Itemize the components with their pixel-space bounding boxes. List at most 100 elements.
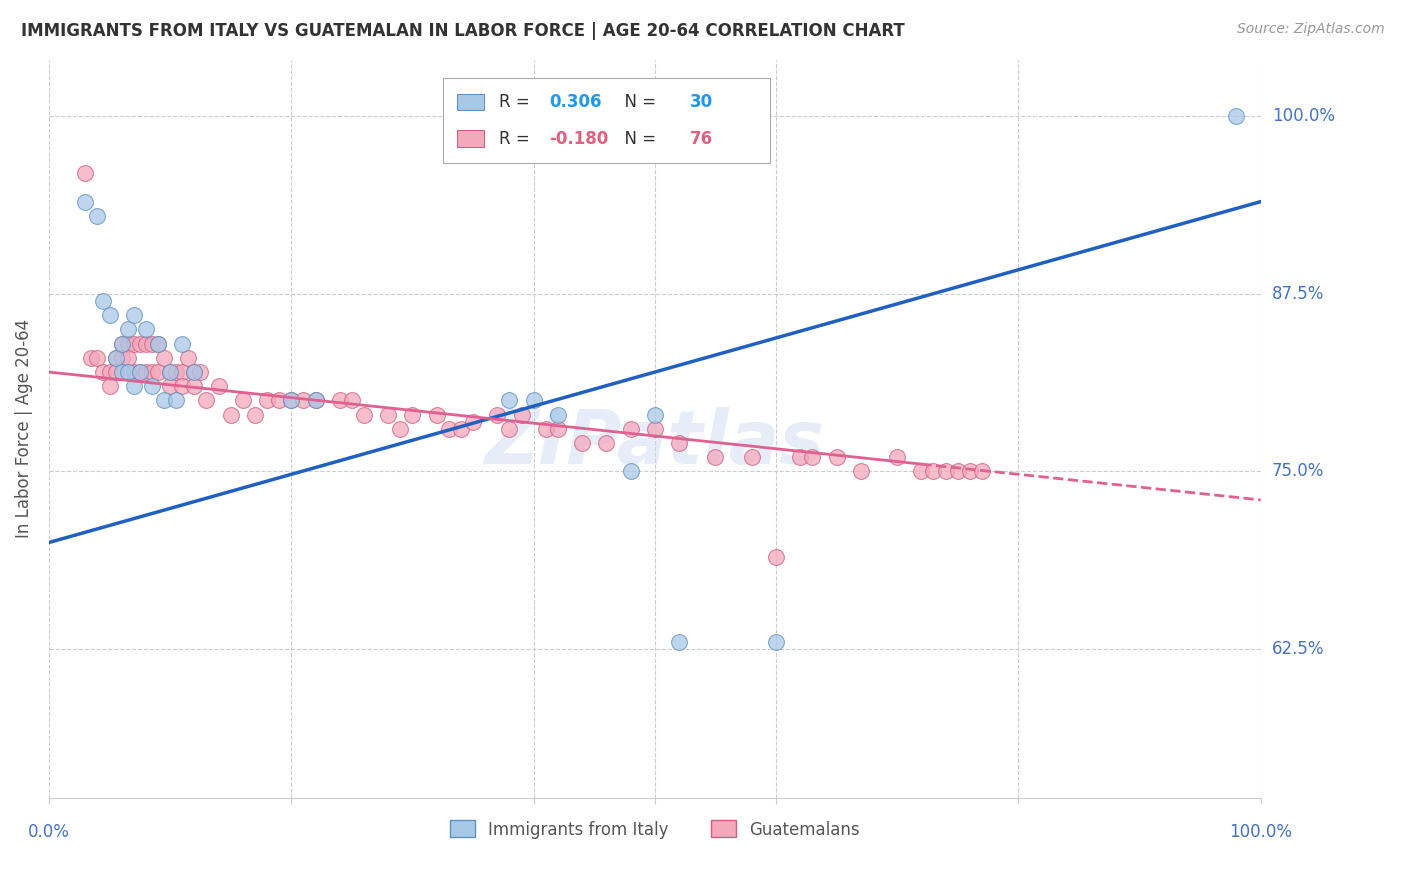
Point xyxy=(117,351,139,365)
Point xyxy=(340,393,363,408)
Text: N =: N = xyxy=(613,129,661,147)
Point xyxy=(86,351,108,365)
Point xyxy=(159,365,181,379)
Point xyxy=(146,365,169,379)
Point xyxy=(135,336,157,351)
Point xyxy=(486,408,509,422)
Point xyxy=(128,365,150,379)
Point xyxy=(111,351,134,365)
Point xyxy=(765,549,787,564)
Point xyxy=(135,322,157,336)
Point xyxy=(704,450,727,465)
Point xyxy=(98,379,121,393)
Point xyxy=(292,393,315,408)
Text: 62.5%: 62.5% xyxy=(1272,640,1324,658)
Point xyxy=(153,393,176,408)
Point xyxy=(329,393,352,408)
Point xyxy=(232,393,254,408)
Text: 87.5%: 87.5% xyxy=(1272,285,1324,303)
Point xyxy=(153,351,176,365)
Point xyxy=(619,465,641,479)
Point xyxy=(165,365,187,379)
Text: ZIPatlas: ZIPatlas xyxy=(485,407,825,480)
Point xyxy=(183,365,205,379)
Point xyxy=(959,465,981,479)
Point xyxy=(80,351,103,365)
Point xyxy=(172,379,194,393)
Point xyxy=(86,209,108,223)
Point xyxy=(104,365,127,379)
Text: 75.0%: 75.0% xyxy=(1272,462,1324,481)
Point xyxy=(111,336,134,351)
Point xyxy=(304,393,326,408)
Text: 0.306: 0.306 xyxy=(550,93,602,111)
Point xyxy=(741,450,763,465)
Text: -0.180: -0.180 xyxy=(550,129,609,147)
Point xyxy=(75,194,97,209)
Point xyxy=(280,393,302,408)
Point xyxy=(122,379,145,393)
Point xyxy=(243,408,266,422)
Point xyxy=(304,393,326,408)
Point xyxy=(141,365,163,379)
Point xyxy=(825,450,848,465)
Point xyxy=(177,351,200,365)
Point xyxy=(668,436,690,450)
Point xyxy=(765,635,787,649)
Point xyxy=(946,465,969,479)
Point xyxy=(571,436,593,450)
Point xyxy=(146,336,169,351)
Point xyxy=(922,465,945,479)
Point xyxy=(619,422,641,436)
Point xyxy=(668,635,690,649)
FancyBboxPatch shape xyxy=(443,78,770,163)
Point xyxy=(547,408,569,422)
Point xyxy=(1225,110,1247,124)
Point xyxy=(111,365,134,379)
Point xyxy=(98,308,121,322)
Point xyxy=(75,166,97,180)
Point xyxy=(104,351,127,365)
Legend: Immigrants from Italy, Guatemalans: Immigrants from Italy, Guatemalans xyxy=(443,814,866,846)
Text: 0.0%: 0.0% xyxy=(28,823,70,841)
Point xyxy=(146,336,169,351)
Point xyxy=(401,408,423,422)
Point xyxy=(910,465,932,479)
Point xyxy=(450,422,472,436)
Point xyxy=(135,365,157,379)
Point xyxy=(801,450,824,465)
Point xyxy=(117,365,139,379)
Point xyxy=(93,293,115,308)
Point xyxy=(644,408,666,422)
Point xyxy=(98,365,121,379)
Point xyxy=(183,379,205,393)
Point xyxy=(172,336,194,351)
Text: R =: R = xyxy=(499,93,534,111)
Text: 76: 76 xyxy=(690,129,713,147)
Point xyxy=(104,351,127,365)
Text: N =: N = xyxy=(613,93,661,111)
Point xyxy=(498,422,520,436)
Point xyxy=(117,322,139,336)
Point xyxy=(141,379,163,393)
Point xyxy=(122,336,145,351)
Point xyxy=(498,393,520,408)
Point xyxy=(159,365,181,379)
Point xyxy=(426,408,449,422)
Point xyxy=(190,365,212,379)
Point xyxy=(122,308,145,322)
Point xyxy=(165,393,187,408)
Point xyxy=(219,408,242,422)
Point xyxy=(128,336,150,351)
Text: IMMIGRANTS FROM ITALY VS GUATEMALAN IN LABOR FORCE | AGE 20-64 CORRELATION CHART: IMMIGRANTS FROM ITALY VS GUATEMALAN IN L… xyxy=(21,22,905,40)
Y-axis label: In Labor Force | Age 20-64: In Labor Force | Age 20-64 xyxy=(15,319,32,539)
Point xyxy=(377,408,399,422)
Text: Source: ZipAtlas.com: Source: ZipAtlas.com xyxy=(1237,22,1385,37)
Text: R =: R = xyxy=(499,129,534,147)
Point xyxy=(849,465,872,479)
Point xyxy=(93,365,115,379)
Text: 30: 30 xyxy=(690,93,713,111)
Point xyxy=(970,465,993,479)
Text: 100.0%: 100.0% xyxy=(1272,107,1334,126)
Point xyxy=(172,365,194,379)
